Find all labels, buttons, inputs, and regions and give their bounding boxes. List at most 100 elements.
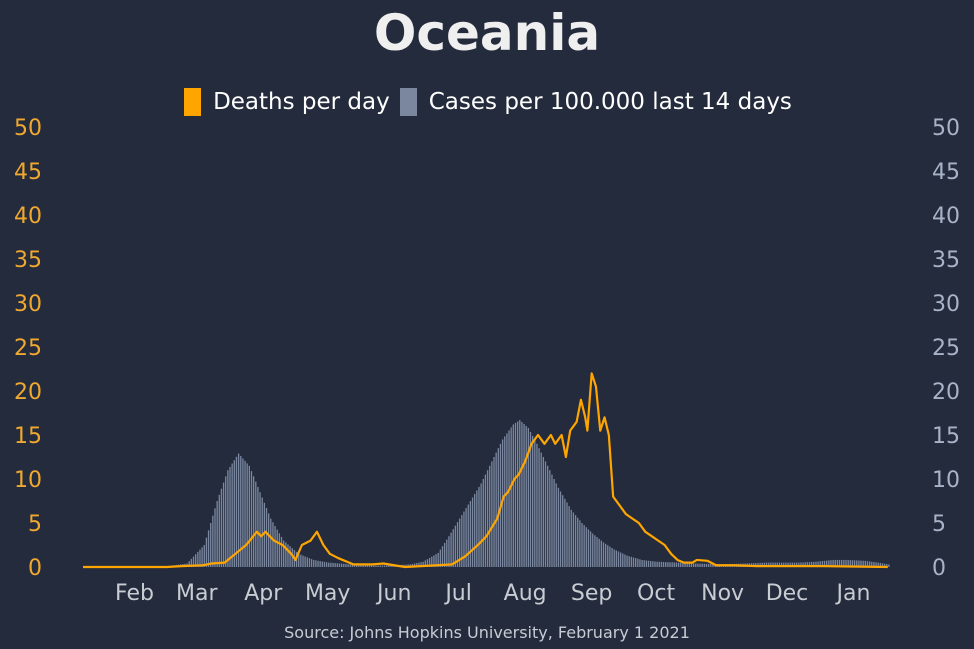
cases-bar <box>325 562 328 567</box>
cases-bar <box>826 560 828 567</box>
cases-bar <box>802 562 804 567</box>
cases-bar <box>358 564 360 567</box>
cases-bar <box>250 471 253 567</box>
cases-bar <box>270 518 272 567</box>
month-tick-label: Apr <box>244 581 283 606</box>
cases-bar <box>542 457 545 567</box>
cases-bar <box>871 561 873 567</box>
cases-bar <box>210 523 212 567</box>
right-axis-tick-label: 0 <box>932 556 946 581</box>
month-tick-label: Aug <box>504 581 547 606</box>
cases-bar <box>849 560 851 567</box>
cases-bar <box>328 562 330 567</box>
cases-bar <box>285 542 287 567</box>
cases-bar <box>774 562 776 567</box>
cases-bar <box>692 563 695 567</box>
cases-bar <box>562 495 564 567</box>
cases-bar <box>673 562 675 567</box>
cases-bar <box>437 552 439 567</box>
cases-bars <box>100 420 890 567</box>
cases-bar <box>836 559 839 567</box>
legend-label-deaths: Deaths per day <box>213 89 390 115</box>
cases-bar <box>710 563 712 567</box>
cases-bar <box>881 563 884 567</box>
month-tick-label: Jan <box>835 581 871 606</box>
cases-bar <box>192 556 195 567</box>
left-axis-tick-label: 10 <box>14 468 42 493</box>
cases-bar <box>761 562 763 567</box>
cases-bar <box>596 537 598 567</box>
cases-bar <box>795 562 798 567</box>
cases-bar <box>469 501 472 567</box>
chart-title: Oceania <box>373 4 601 62</box>
cases-bar <box>594 535 596 567</box>
month-tick-label: May <box>305 581 350 606</box>
cases-bar <box>504 436 506 567</box>
x-axis: Feb Mar Apr May Jun Jul Aug Sep Oct Nov Dec Jan <box>115 581 870 606</box>
legend-item-cases: Cases per 100.000 last 14 days <box>394 88 792 116</box>
left-axis-tick-label: 15 <box>14 424 42 449</box>
cases-bar <box>671 562 673 567</box>
cases-bar <box>368 565 371 567</box>
cases-bar <box>418 562 420 567</box>
cases-bar <box>195 554 197 567</box>
cases-bar <box>791 562 794 567</box>
cases-bar <box>274 525 276 567</box>
right-axis-tick-label: 5 <box>932 512 946 537</box>
cases-bar <box>379 565 381 567</box>
cases-bar <box>225 476 227 567</box>
cases-bar <box>486 470 489 567</box>
cases-bar <box>345 564 347 567</box>
cases-bar <box>800 562 802 567</box>
cases-bar <box>300 554 302 567</box>
cases-bar <box>510 427 512 567</box>
cases-bar <box>276 529 278 567</box>
cases-bar <box>203 545 205 567</box>
cases-bar <box>257 486 259 567</box>
cases-bar <box>877 562 879 567</box>
cases-bar <box>289 546 291 567</box>
right-axis-tick-label: 20 <box>932 380 960 405</box>
cases-bar <box>448 536 450 567</box>
cases-bar <box>549 470 551 567</box>
cases-bar <box>233 460 235 567</box>
legend-label-cases: Cases per 100.000 last 14 days <box>428 89 792 115</box>
right-axis-tick-label: 30 <box>932 292 960 317</box>
cases-bar <box>227 470 229 567</box>
cases-bar <box>340 563 343 567</box>
cases-bar <box>313 559 315 567</box>
cases-bar <box>529 431 532 567</box>
cases-bar <box>355 564 358 567</box>
cases-bar <box>841 559 843 567</box>
cases-bar <box>362 565 364 567</box>
cases-bar <box>308 558 311 567</box>
cases-bar <box>654 561 656 567</box>
cases-bar <box>527 427 530 567</box>
cases-bar <box>873 562 875 567</box>
cases-bar <box>263 502 266 567</box>
cases-bar <box>390 565 392 567</box>
cases-bar <box>641 559 643 567</box>
cases-bar <box>433 555 435 567</box>
cases-bar <box>351 564 354 567</box>
cases-bar <box>669 562 671 567</box>
cases-bar <box>776 562 778 567</box>
cases-bar <box>804 562 806 567</box>
cases-bar <box>495 452 497 567</box>
cases-bar <box>482 479 484 567</box>
cases-bar <box>783 562 785 567</box>
cases-bar <box>480 483 482 567</box>
cases-bar <box>622 553 624 567</box>
cases-bar <box>615 550 618 567</box>
cases-bar <box>237 453 240 567</box>
cases-bar <box>278 533 281 567</box>
cases-bar <box>770 562 772 567</box>
cases-bar <box>577 517 579 567</box>
cases-bar <box>650 560 652 567</box>
cases-bar <box>645 560 648 567</box>
right-axis-tick-label: 15 <box>932 424 960 449</box>
cases-bar <box>272 522 274 567</box>
cases-bar <box>697 563 699 567</box>
cases-bar <box>602 542 605 567</box>
